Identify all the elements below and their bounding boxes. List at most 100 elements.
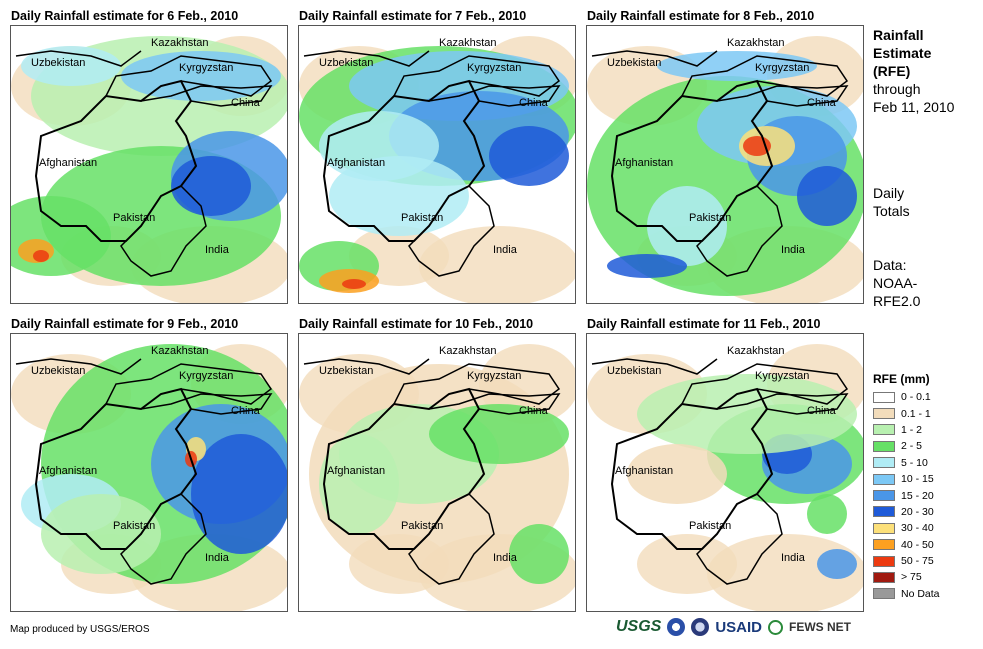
country-border <box>120 185 207 277</box>
side-title-line-2: Estimate <box>873 45 932 61</box>
legend-label: 50 - 75 <box>901 555 934 568</box>
rain-area <box>419 226 575 303</box>
country-label-kazakhstan: Kazakhstan <box>439 345 496 357</box>
fews-net-logo: FEWS NET <box>789 620 852 634</box>
rain-area <box>607 254 687 278</box>
country-border <box>120 493 207 585</box>
country-border <box>591 50 718 67</box>
country-border <box>105 363 273 405</box>
country-label-kyrgyzstan: Kyrgyzstan <box>467 62 521 74</box>
country-border <box>140 85 273 107</box>
legend-label: 2 - 5 <box>901 440 923 453</box>
country-border <box>428 85 561 107</box>
country-label-india: India <box>493 244 518 256</box>
legend-swatch <box>873 555 895 567</box>
rainfall-map-6: Kazakhstan Uzbekistan Kyrgyzstan China Afgha… <box>586 333 864 612</box>
country-label-pakistan: Pakistan <box>689 520 731 532</box>
country-border <box>322 387 486 550</box>
legend-swatch <box>873 440 895 452</box>
country-border <box>303 50 430 67</box>
credit-text: Map produced by USGS/EROS <box>10 624 150 635</box>
country-label-kyrgyzstan: Kyrgyzstan <box>755 370 809 382</box>
map-canvas: Kazakhstan Uzbekistan Kyrgyzstan China Afgha… <box>299 334 575 611</box>
country-label-uzbekistan: Uzbekistan <box>607 57 661 69</box>
noaa-logo-icon <box>667 618 686 636</box>
country-label-kyrgyzstan: Kyrgyzstan <box>179 370 233 382</box>
side-title-line-3: (RFE) <box>873 63 911 79</box>
legend-item: 50 - 75 <box>873 553 940 569</box>
country-border <box>696 185 783 277</box>
legend: 0 - 0.1 0.1 - 1 1 - 2 2 - 5 5 - 10 10 - 15 15 … <box>873 389 940 602</box>
country-label-kyrgyzstan: Kyrgyzstan <box>755 62 809 74</box>
country-label-uzbekistan: Uzbekistan <box>319 365 373 377</box>
country-label-india: India <box>781 244 806 256</box>
legend-swatch <box>873 457 895 469</box>
legend-label: 0 - 0.1 <box>901 391 931 404</box>
country-label-china: China <box>807 97 837 109</box>
country-border <box>591 358 718 375</box>
country-border <box>610 79 774 242</box>
legend-label: 30 - 40 <box>901 522 934 535</box>
country-label-uzbekistan: Uzbekistan <box>31 365 85 377</box>
country-border <box>681 363 849 405</box>
country-label-uzbekistan: Uzbekistan <box>319 57 373 69</box>
country-border <box>15 358 142 375</box>
legend-item: 5 - 10 <box>873 455 940 471</box>
legend-swatch <box>873 424 895 436</box>
panel-title-5: Daily Rainfall estimate for 10 Feb., 201… <box>299 317 534 331</box>
side-data-line-2: NOAA- <box>873 275 918 291</box>
legend-item: 30 - 40 <box>873 520 940 536</box>
legend-label: 1 - 2 <box>901 423 923 436</box>
panel-title-2: Daily Rainfall estimate for 7 Feb., 2010 <box>299 9 527 23</box>
rain-area <box>807 494 847 534</box>
country-label-afghanistan: Afghanistan <box>39 465 97 477</box>
country-label-afghanistan: Afghanistan <box>615 465 673 477</box>
legend-swatch <box>873 473 895 485</box>
rain-area <box>21 46 121 86</box>
rain-area <box>41 494 161 574</box>
rainfall-map-4: Kazakhstan Uzbekistan Kyrgyzstan China Afgha… <box>10 333 288 612</box>
rain-area <box>329 156 469 236</box>
legend-item: 40 - 50 <box>873 537 940 553</box>
country-border <box>105 55 273 97</box>
legend-label: 40 - 50 <box>901 538 934 551</box>
map-canvas: Kazakhstan Uzbekistan Kyrgyzstan China Afgha… <box>587 26 863 303</box>
side-through-line-1: through <box>873 81 921 97</box>
country-border <box>140 393 273 415</box>
country-border <box>610 387 774 550</box>
panel-title-6: Daily Rainfall estimate for 11 Feb., 201… <box>587 317 821 331</box>
legend-swatch <box>873 522 895 534</box>
rain-area <box>429 404 569 464</box>
side-totals-line-1: Daily <box>873 185 905 201</box>
country-border <box>681 55 849 97</box>
legend-swatch <box>873 588 895 600</box>
usgs-logo: USGS <box>616 618 662 635</box>
side-title-line-1: Rainfall <box>873 27 924 43</box>
legend-label: > 75 <box>901 571 922 584</box>
map-canvas: Kazakhstan Uzbekistan Kyrgyzstan China Afgha… <box>587 334 863 611</box>
country-label-kazakhstan: Kazakhstan <box>151 37 208 49</box>
rain-area <box>33 250 49 262</box>
country-label-china: China <box>231 97 261 109</box>
map-canvas: Kazakhstan Uzbekistan Kyrgyzstan China Afgha… <box>11 334 287 611</box>
legend-label: 20 - 30 <box>901 505 934 518</box>
country-label-india: India <box>205 244 230 256</box>
legend-item: 0 - 0.1 <box>873 389 940 405</box>
legend-item: 10 - 15 <box>873 471 940 487</box>
country-border <box>15 50 142 67</box>
country-label-kazakhstan: Kazakhstan <box>727 37 784 49</box>
legend-label: 0.1 - 1 <box>901 407 931 420</box>
country-border <box>716 393 849 415</box>
legend-swatch <box>873 571 895 583</box>
logo-bar: USGS USAID FEWS NET <box>616 618 851 636</box>
side-title: Rainfall Estimate (RFE) through Feb 11, … <box>873 26 954 116</box>
rain-area <box>817 549 857 579</box>
rain-area <box>191 434 287 554</box>
rain-area <box>637 374 857 454</box>
country-label-kazakhstan: Kazakhstan <box>727 345 784 357</box>
legend-item: 20 - 30 <box>873 504 940 520</box>
country-border <box>393 363 561 405</box>
country-label-india: India <box>493 552 518 564</box>
rainfall-map-5: Kazakhstan Uzbekistan Kyrgyzstan China Afgha… <box>298 333 576 612</box>
country-label-afghanistan: Afghanistan <box>615 157 673 169</box>
